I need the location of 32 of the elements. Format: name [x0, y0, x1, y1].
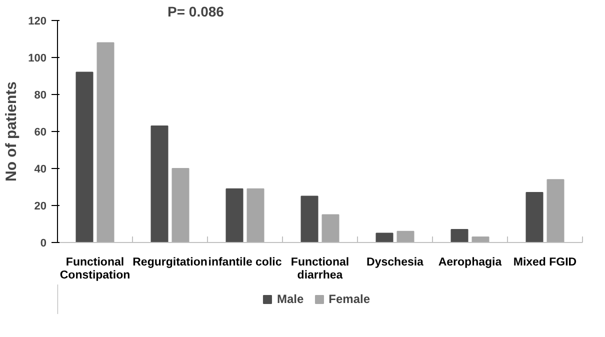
bar	[396, 230, 414, 242]
bar	[546, 179, 564, 242]
y-tick-label: 100	[28, 52, 47, 64]
x-tick-label: Mixed FGID	[513, 256, 577, 268]
bar	[96, 42, 114, 242]
bar	[172, 168, 190, 242]
bar	[322, 214, 340, 242]
y-tick-label: 60	[34, 126, 47, 138]
x-tick-label: Functional Constipation	[60, 256, 130, 282]
x-tick-label: infantile colic	[208, 256, 282, 268]
y-tick-label: 40	[34, 164, 47, 176]
bar	[526, 192, 544, 242]
x-tick-label: Aerophagia	[438, 256, 502, 268]
bar	[246, 188, 264, 242]
y-tick-label: 80	[34, 90, 47, 102]
x-tick-label: Regurgitation	[132, 256, 208, 268]
bar	[150, 125, 168, 242]
x-tick-label: Functional diarrhea	[290, 256, 350, 282]
y-tick-label: 120	[28, 16, 47, 28]
bar	[472, 236, 490, 242]
y-axis-title: No of patients	[3, 82, 20, 182]
x-tick-label: Dyschesia	[366, 256, 424, 268]
y-tick-label: 0	[40, 238, 47, 250]
text: P= 0.086	[168, 4, 224, 20]
bar	[76, 72, 94, 242]
legend-label: Female	[328, 292, 370, 306]
bar	[300, 196, 318, 242]
legend-label: Male	[276, 292, 304, 306]
y-tick-label: 20	[34, 200, 47, 212]
bar	[226, 188, 244, 242]
bar	[376, 232, 394, 242]
bar	[450, 229, 468, 242]
